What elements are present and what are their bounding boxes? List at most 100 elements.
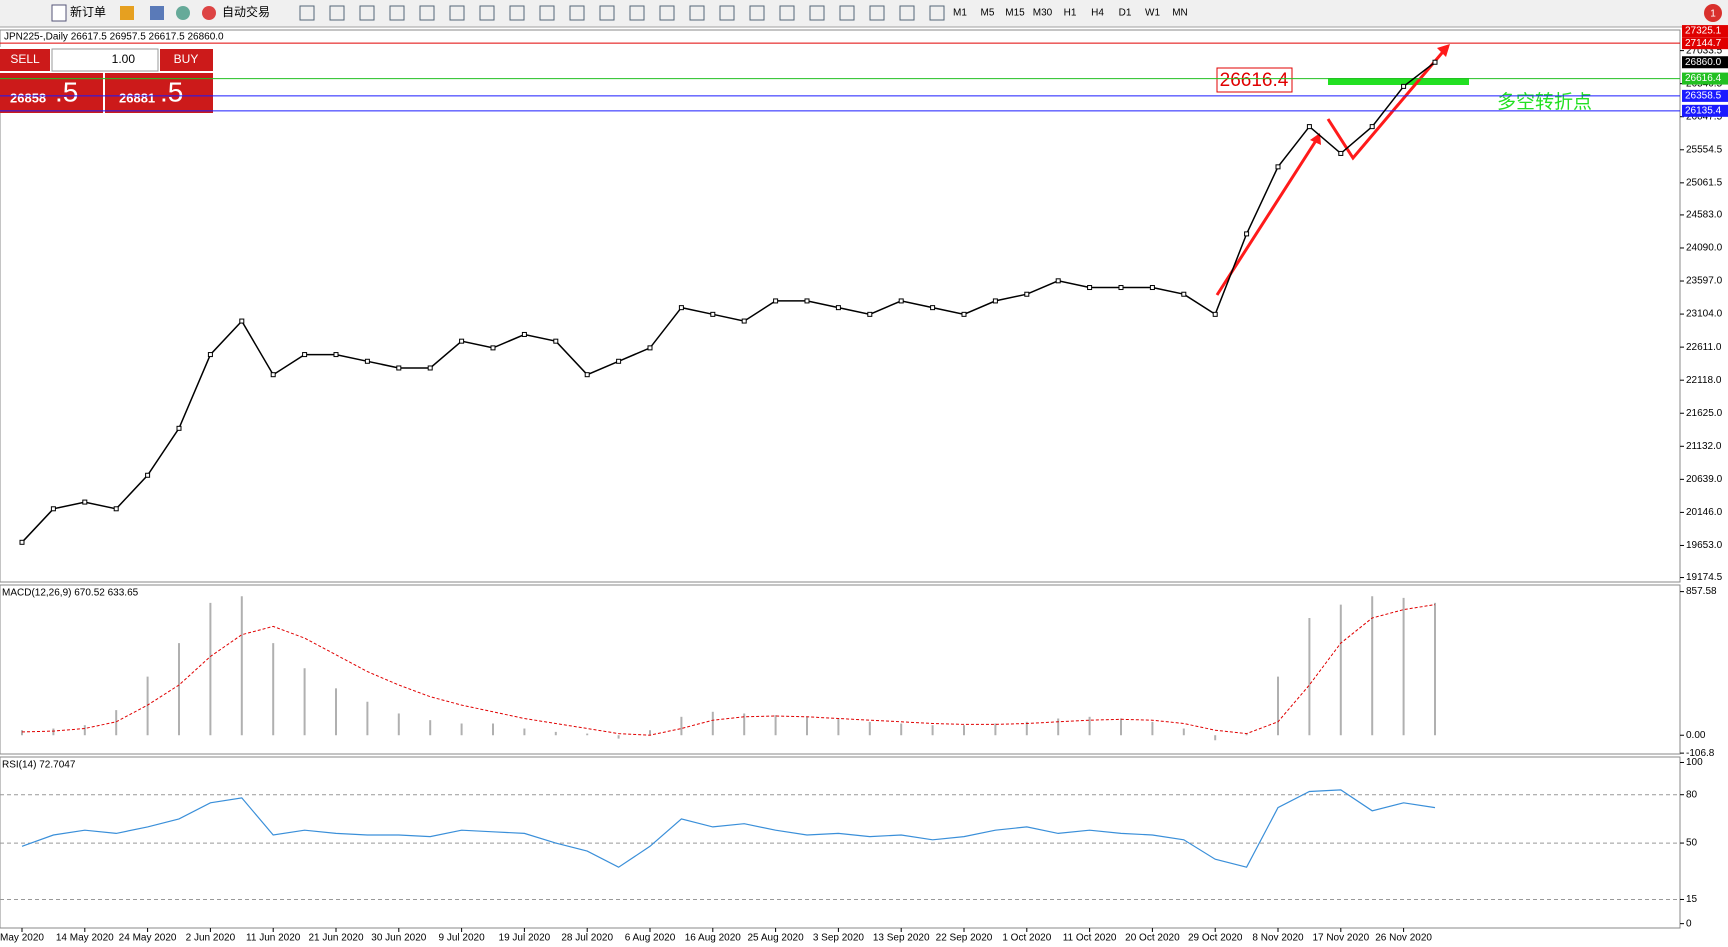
y-tick-label: 20146.0 [1686, 507, 1723, 518]
tool-icon[interactable] [150, 6, 164, 20]
new-order-button[interactable]: 新订单 [70, 4, 106, 19]
tool-icon[interactable] [389, 5, 405, 21]
tool-icon[interactable] [599, 5, 615, 21]
tool-icon[interactable] [659, 5, 675, 21]
timeframe-button[interactable]: M5 [981, 8, 995, 19]
tool-icon[interactable] [329, 5, 345, 21]
timeframe-button[interactable]: H1 [1064, 8, 1077, 19]
auto-trade-icon[interactable] [202, 6, 216, 20]
alert-icon[interactable] [1704, 4, 1722, 22]
y-tick-label: 20639.0 [1686, 474, 1723, 485]
y-tick-label: 19653.0 [1686, 540, 1723, 551]
rsi-tick-label: 15 [1686, 894, 1698, 905]
tool-icon[interactable] [299, 5, 315, 21]
date-label: 16 Aug 2020 [685, 933, 742, 944]
date-label: 17 Nov 2020 [1312, 933, 1369, 944]
price-point [741, 318, 747, 324]
tool-icon[interactable] [869, 5, 885, 21]
price-point [898, 298, 904, 304]
tool-icon[interactable] [719, 5, 735, 21]
support-marker [1328, 78, 1469, 85]
price-point [19, 539, 25, 545]
timeframe-button[interactable]: H4 [1091, 8, 1104, 19]
price-point [961, 311, 967, 317]
y-tick-label: 23597.0 [1686, 276, 1723, 287]
buy-button[interactable] [160, 49, 213, 71]
lots-value: 1.00 [112, 52, 136, 66]
price-point [239, 318, 245, 324]
price-point [1087, 285, 1093, 291]
price-point [678, 305, 684, 311]
tool-icon[interactable] [479, 5, 495, 21]
rsi-tick-label: 50 [1686, 838, 1698, 849]
tool-icon[interactable] [749, 5, 765, 21]
timeframe-button[interactable]: W1 [1145, 8, 1160, 19]
tool-icon[interactable] [779, 5, 795, 21]
date-label: 21 Jun 2020 [308, 933, 363, 944]
date-label: 24 May 2020 [119, 933, 177, 944]
tool-icon[interactable] [120, 6, 134, 20]
tool-icon[interactable] [899, 5, 915, 21]
bid-main: 26858 [10, 90, 46, 105]
price-point [521, 331, 527, 337]
price-marker [1682, 72, 1728, 85]
rsi-panel [0, 756, 1681, 929]
date-label: 26 Nov 2020 [1375, 933, 1432, 944]
price-point [1149, 285, 1155, 291]
sell-button[interactable] [0, 49, 50, 71]
tool-icon[interactable] [629, 5, 645, 21]
price-point [302, 352, 308, 358]
timeframe-button[interactable]: MN [1172, 8, 1188, 19]
arrow-zigzag [1326, 46, 1449, 161]
timeframe-button[interactable]: M30 [1033, 8, 1053, 19]
price-marker [1682, 25, 1728, 38]
price-point [1244, 231, 1250, 237]
macd-tick-label: 0.00 [1686, 730, 1706, 741]
new-order-icon[interactable] [51, 4, 67, 22]
tool-icon[interactable] [839, 5, 855, 21]
price-point [1338, 150, 1344, 156]
tool-icon[interactable] [509, 5, 525, 21]
timeframe-button[interactable]: D1 [1119, 8, 1132, 19]
price-marker-label: 26358.5 [1685, 91, 1722, 102]
price-marker [1682, 89, 1728, 102]
auto-trade-button[interactable]: 自动交易 [222, 4, 270, 19]
price-point [867, 311, 873, 317]
tool-icon[interactable] [419, 5, 435, 21]
price-point [396, 365, 402, 371]
tool-icon[interactable] [809, 5, 825, 21]
price-point [930, 305, 936, 311]
ask-frac: .5 [160, 76, 183, 107]
bid-frac: .5 [55, 76, 78, 107]
price-point [207, 352, 213, 358]
date-label: 9 Jul 2020 [439, 933, 486, 944]
bid-box[interactable] [0, 73, 103, 113]
date-label: 22 Sep 2020 [936, 933, 993, 944]
tool-icon[interactable] [539, 5, 555, 21]
price-point [773, 298, 779, 304]
tool-icon[interactable] [176, 6, 190, 20]
tool-icon[interactable] [569, 5, 585, 21]
timeframe-button[interactable]: M15 [1005, 8, 1025, 19]
tool-icon[interactable] [689, 5, 705, 21]
ask-main: 26881 [119, 90, 155, 105]
date-label: 13 Sep 2020 [873, 933, 930, 944]
price-point [333, 352, 339, 358]
price-point [176, 425, 182, 431]
turning-point-label: 多空转折点 [1497, 91, 1592, 113]
toolbar [0, 0, 1728, 27]
lots-input[interactable] [51, 48, 159, 72]
tool-icon[interactable] [359, 5, 375, 21]
price-point [647, 345, 653, 351]
level-box [1216, 67, 1293, 93]
tool-icon[interactable] [449, 5, 465, 21]
buy-label: BUY [174, 52, 199, 66]
y-tick-label: 22611.0 [1686, 342, 1722, 353]
alert-count: 1 [1710, 9, 1716, 20]
timeframe-button[interactable]: M1 [953, 8, 967, 19]
tool-icon[interactable] [929, 5, 945, 21]
date-label: 20 Oct 2020 [1125, 933, 1180, 944]
price-point [1181, 291, 1187, 297]
ask-box[interactable] [105, 73, 213, 113]
price-point [1055, 278, 1061, 284]
